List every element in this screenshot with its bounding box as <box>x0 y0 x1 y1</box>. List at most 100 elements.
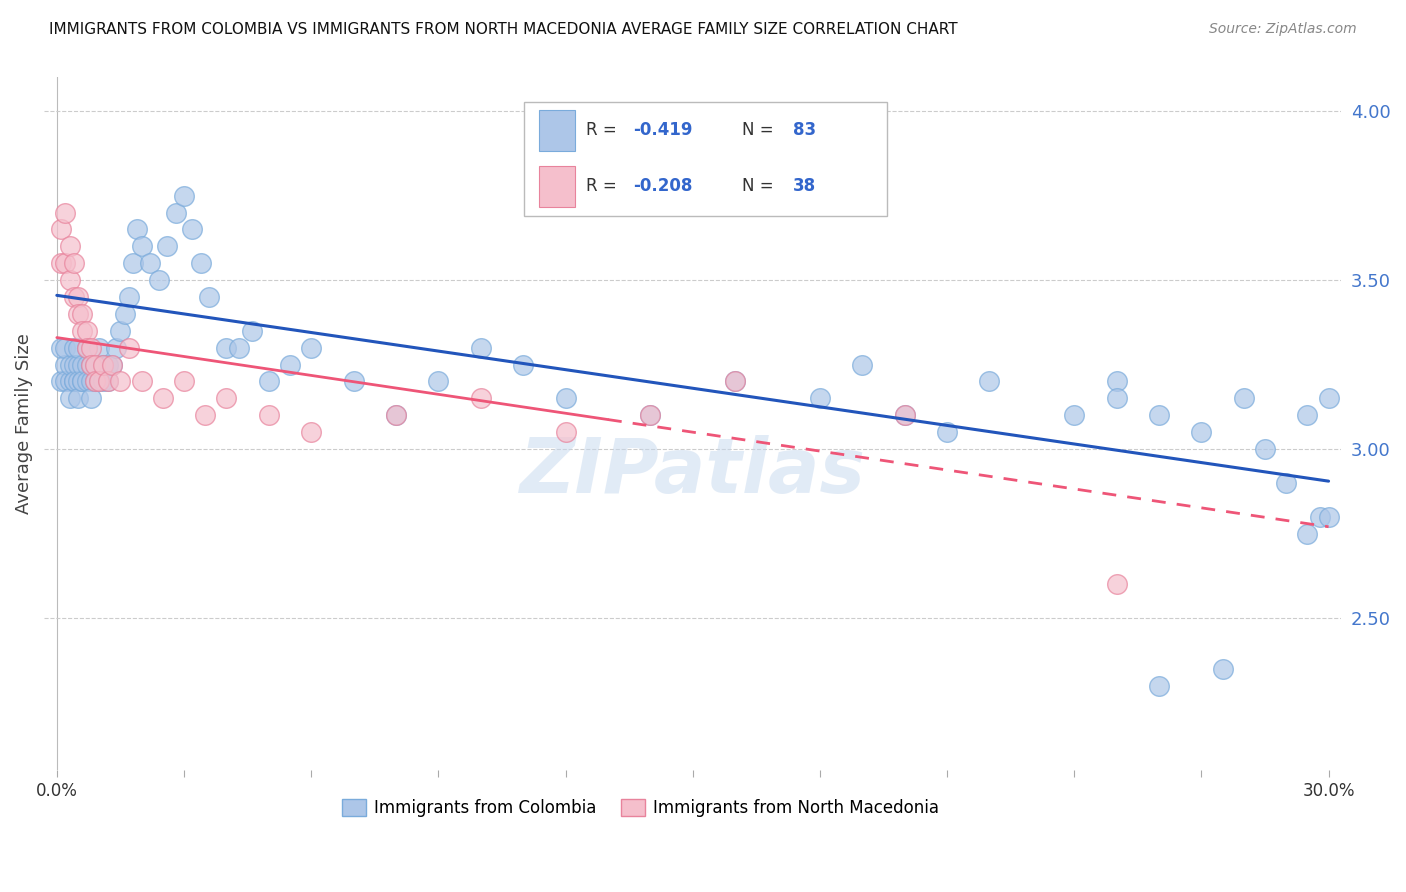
Point <box>89 341 111 355</box>
Point <box>190 256 212 270</box>
Point <box>76 375 98 389</box>
Text: IMMIGRANTS FROM COLOMBIA VS IMMIGRANTS FROM NORTH MACEDONIA AVERAGE FAMILY SIZE : IMMIGRANTS FROM COLOMBIA VS IMMIGRANTS F… <box>49 22 957 37</box>
Point <box>1254 442 1277 456</box>
Point <box>58 392 80 406</box>
Point <box>118 290 141 304</box>
Point <box>342 375 364 389</box>
Legend: Immigrants from Colombia, Immigrants from North Macedonia: Immigrants from Colombia, Immigrants fro… <box>336 792 946 824</box>
Point <box>58 273 80 287</box>
Point <box>49 341 72 355</box>
Point <box>131 375 153 389</box>
Point <box>53 256 76 270</box>
Point <box>194 409 217 423</box>
Point <box>554 392 576 406</box>
Point <box>893 409 915 423</box>
Point <box>1105 375 1128 389</box>
Point <box>62 341 84 355</box>
Point <box>299 341 322 355</box>
Point <box>49 222 72 236</box>
Point <box>110 324 132 338</box>
Text: ZIPatlas: ZIPatlas <box>520 435 866 509</box>
Point <box>66 375 89 389</box>
Point <box>893 409 915 423</box>
Point <box>101 358 124 372</box>
Point <box>1317 509 1340 524</box>
Point <box>89 375 111 389</box>
Point <box>72 375 94 389</box>
Point <box>851 358 873 372</box>
Point <box>1296 409 1319 423</box>
Point <box>84 358 107 372</box>
Y-axis label: Average Family Size: Average Family Size <box>15 334 32 514</box>
Point <box>97 375 120 389</box>
Point <box>58 375 80 389</box>
Point <box>72 324 94 338</box>
Point <box>1063 409 1085 423</box>
Point <box>1309 509 1331 524</box>
Point <box>84 375 107 389</box>
Point <box>139 256 162 270</box>
Point <box>97 358 120 372</box>
Point <box>76 324 98 338</box>
Point <box>49 375 72 389</box>
Point <box>97 375 120 389</box>
Point <box>62 358 84 372</box>
Point <box>80 392 103 406</box>
Text: Source: ZipAtlas.com: Source: ZipAtlas.com <box>1209 22 1357 37</box>
Point <box>148 273 170 287</box>
Point <box>724 375 747 389</box>
Point <box>66 307 89 321</box>
Point <box>979 375 1001 389</box>
Point <box>84 375 107 389</box>
Point <box>1317 392 1340 406</box>
Point <box>62 256 84 270</box>
Point <box>512 358 534 372</box>
Point <box>470 392 492 406</box>
Point <box>1189 425 1212 439</box>
Point <box>62 375 84 389</box>
Point <box>215 341 238 355</box>
Point <box>114 307 136 321</box>
Point <box>1233 392 1256 406</box>
Point <box>72 358 94 372</box>
Point <box>80 341 103 355</box>
Point <box>127 222 149 236</box>
Point <box>58 358 80 372</box>
Point <box>93 358 115 372</box>
Point <box>1105 577 1128 591</box>
Point <box>62 375 84 389</box>
Point <box>470 341 492 355</box>
Point <box>53 341 76 355</box>
Point <box>72 307 94 321</box>
Point <box>1296 526 1319 541</box>
Point <box>49 256 72 270</box>
Point <box>278 358 301 372</box>
Point <box>181 222 204 236</box>
Point <box>66 392 89 406</box>
Point <box>76 341 98 355</box>
Point <box>173 188 195 202</box>
Point <box>66 341 89 355</box>
Point <box>228 341 250 355</box>
Point <box>1105 392 1128 406</box>
Point <box>84 358 107 372</box>
Point <box>93 358 115 372</box>
Point <box>240 324 263 338</box>
Point <box>110 375 132 389</box>
Point <box>257 409 280 423</box>
Point <box>156 239 179 253</box>
Point <box>58 239 80 253</box>
Point <box>101 358 124 372</box>
Point <box>53 205 76 219</box>
Point <box>53 358 76 372</box>
Point <box>118 341 141 355</box>
Point <box>165 205 187 219</box>
Point <box>62 290 84 304</box>
Point <box>385 409 408 423</box>
Point <box>198 290 221 304</box>
Point <box>80 358 103 372</box>
Point <box>80 375 103 389</box>
Point <box>724 375 747 389</box>
Point <box>152 392 174 406</box>
Point <box>173 375 195 389</box>
